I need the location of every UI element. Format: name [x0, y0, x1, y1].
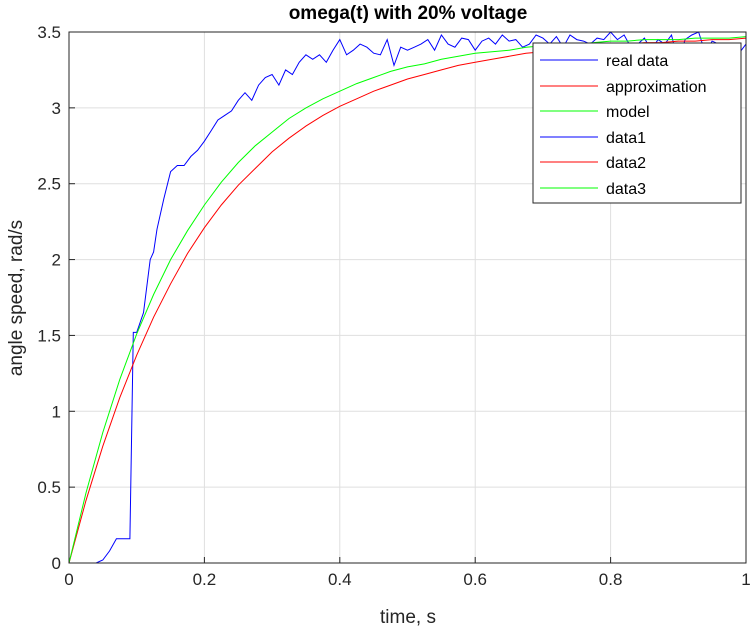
- legend-label-data2: data2: [606, 155, 646, 172]
- x-tick-label: 0: [64, 570, 73, 589]
- x-tick-label: 0.6: [463, 570, 487, 589]
- legend-label-data3: data3: [606, 181, 646, 198]
- x-tick-label: 1: [741, 570, 750, 589]
- y-tick-label: 2.5: [37, 175, 61, 194]
- x-tick-label: 0.8: [599, 570, 623, 589]
- x-tick-label: 0.2: [193, 570, 217, 589]
- y-tick-label: 1: [52, 402, 61, 421]
- y-tick-label: 2: [52, 251, 61, 270]
- legend-label-model: model: [606, 104, 650, 121]
- y-tick-label: 0.5: [37, 478, 61, 497]
- y-axis-title: angle speed, rad/s: [6, 220, 27, 376]
- x-tick-label: 0.4: [328, 570, 352, 589]
- legend-label-data1: data1: [606, 130, 646, 147]
- y-tick-label: 3: [52, 99, 61, 118]
- legend-label-approximation: approximation: [606, 79, 707, 96]
- x-axis-title: time, s: [380, 607, 436, 628]
- y-tick-label: 0: [52, 554, 61, 573]
- y-tick-label: 3.5: [37, 23, 61, 42]
- legend-label-real-data: real data: [606, 53, 668, 70]
- chart-title: omega(t) with 20% voltage: [289, 3, 528, 24]
- legend: real data approximation model data1 data…: [533, 43, 741, 203]
- y-tick-label: 1.5: [37, 326, 61, 345]
